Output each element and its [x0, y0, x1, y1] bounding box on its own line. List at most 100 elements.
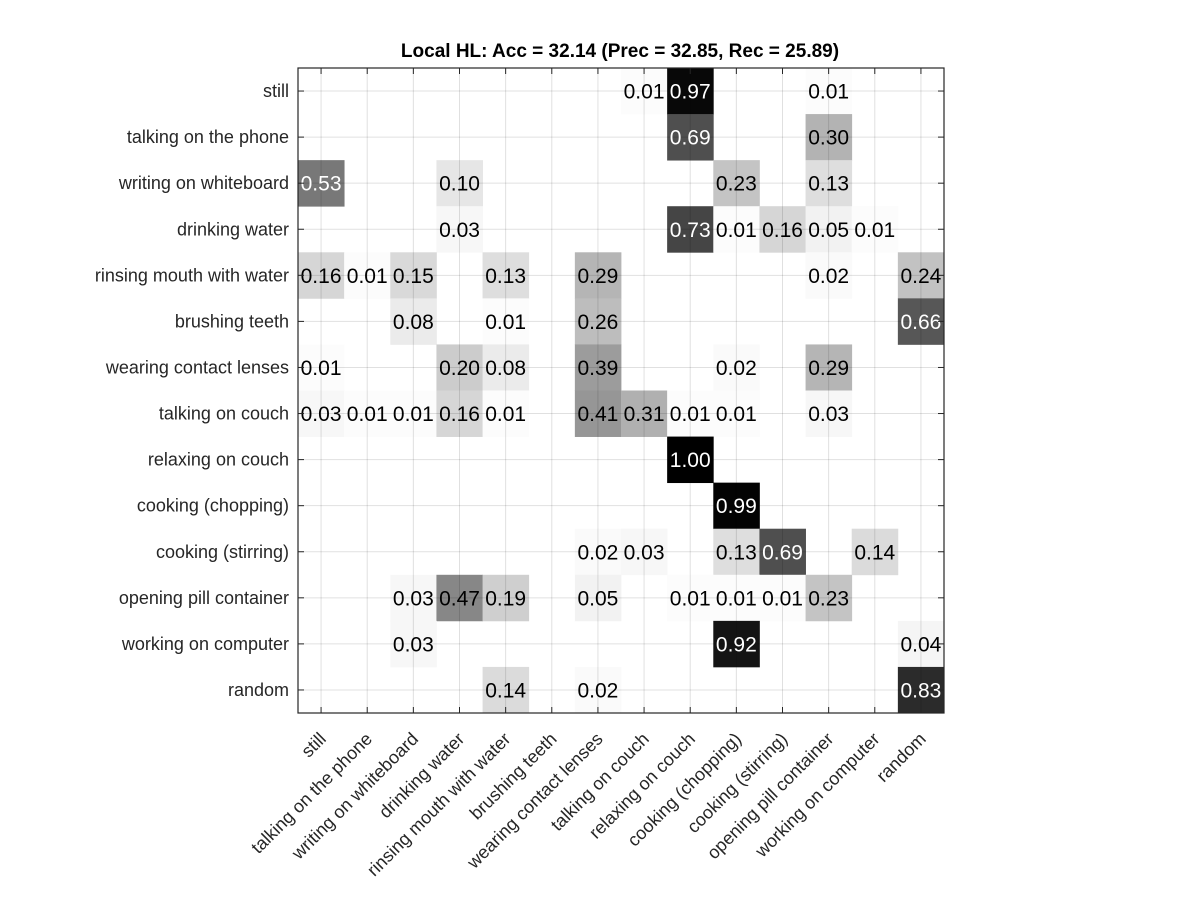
heatmap-cell: [713, 344, 760, 391]
cell-value-label: 0.29: [577, 265, 618, 288]
cell-value-label: 0.08: [485, 357, 526, 380]
heatmap-cell: [897, 666, 945, 714]
y-tick-label-brushing-teeth: brushing teeth: [175, 311, 289, 331]
heatmap-cell: [667, 436, 714, 484]
cell-value-label: 0.39: [577, 357, 618, 380]
cell-value-label: 0.13: [716, 541, 757, 564]
heatmap-cell: [805, 344, 853, 391]
heatmap-cell: [482, 298, 530, 345]
plot-frame: [297, 67, 945, 714]
cell-value-label: 0.99: [716, 495, 757, 518]
cell-value-label: 0.19: [485, 587, 526, 610]
heatmap-cell: [436, 344, 483, 391]
cell-value-label: 0.13: [485, 265, 526, 288]
heatmap-cell: [713, 390, 760, 437]
cell-value-label: 0.01: [716, 403, 757, 426]
cell-value-label: 0.01: [347, 265, 388, 288]
cell-value-label: 0.01: [670, 403, 711, 426]
cell-value-label: 0.26: [577, 311, 618, 334]
cell-value-label: 0.01: [808, 81, 849, 104]
heatmap-cell: [482, 574, 530, 622]
heatmap-cell: [759, 528, 806, 576]
cell-value-label: 1.00: [670, 449, 711, 472]
heatmap-cell: [713, 528, 760, 576]
heatmap-cell: [574, 344, 622, 391]
y-tick-label-still: still: [263, 81, 289, 101]
cell-value-label: 0.73: [670, 219, 711, 242]
y-tick-label-cooking-stirring: cooking (stirring): [156, 542, 289, 562]
cell-value-label: 0.01: [393, 403, 434, 426]
heatmap-cell: [344, 252, 391, 299]
cell-value-label: 0.01: [485, 403, 526, 426]
axis-ticks: [298, 68, 944, 713]
heatmap-cell: [298, 344, 345, 391]
y-tick-label-talking-on-the-phone: talking on the phone: [127, 127, 289, 147]
heatmap-cell: [574, 528, 622, 576]
heatmap-cell: [759, 206, 806, 253]
heatmap-cell: [805, 252, 853, 299]
y-tick-label-random: random: [228, 680, 289, 700]
cell-value-label: 0.03: [808, 403, 849, 426]
cell-value-label: 0.24: [900, 265, 941, 288]
heatmap-cell: [574, 390, 622, 437]
cell-value-labels: 0.01 0.97 0.010.69 0.300.53 0.10 0.23 0.130.03…: [301, 81, 942, 703]
heatmap-cell: [436, 390, 483, 437]
y-tick-label-talking-on-couch: talking on couch: [159, 404, 289, 424]
cell-value-label: 0.01: [347, 403, 388, 426]
y-tick-label-cooking-chopping: cooking (chopping): [137, 496, 289, 516]
heatmap-cell: [713, 574, 760, 622]
cell-value-label: 0.23: [808, 587, 849, 610]
heatmap-cell: [667, 574, 714, 622]
heatmap-cell: [805, 206, 853, 253]
cell-value-label: 0.29: [808, 357, 849, 380]
cell-value-label: 0.08: [393, 311, 434, 334]
heatmap-cell: [851, 528, 899, 576]
heatmap-cell: [621, 68, 668, 115]
cell-value-label: 0.01: [716, 219, 757, 242]
heatmap-cell: [574, 574, 622, 622]
cell-value-label: 0.20: [439, 357, 480, 380]
heatmap-cell: [897, 252, 945, 299]
cell-value-label: 0.01: [485, 311, 526, 334]
heatmap-cell: [759, 574, 806, 622]
cell-value-label: 0.92: [716, 633, 757, 656]
heatmap-cell: [436, 160, 483, 207]
cell-value-label: 0.01: [301, 357, 342, 380]
cell-value-label: 0.16: [439, 403, 480, 426]
y-tick-label-writing-on-whiteboard: writing on whiteboard: [118, 173, 289, 193]
y-tick-label-drinking-water: drinking water: [177, 219, 289, 239]
cell-value-label: 0.01: [854, 219, 895, 242]
heatmap-cell: [897, 298, 945, 345]
heatmap-cell: [298, 160, 345, 207]
cell-value-label: 0.15: [393, 265, 434, 288]
heatmap-cell: [713, 206, 760, 253]
heatmap-cell: [713, 160, 760, 207]
heatmap-cell: [667, 114, 714, 161]
cell-value-label: 0.03: [624, 541, 665, 564]
heatmap-cell: [713, 620, 760, 668]
heatmap-cell: [805, 160, 853, 207]
cell-value-label: 0.69: [762, 541, 803, 564]
y-tick-label-working-on-computer: working on computer: [121, 634, 289, 654]
heatmap-cell: [667, 390, 714, 437]
heatmap-cell: [713, 482, 760, 530]
heatmap-cell: [667, 206, 714, 253]
heatmap-cell: [897, 620, 945, 668]
heatmap-cell: [667, 68, 714, 115]
heatmap-cell: [574, 666, 622, 714]
heatmap-cells: [298, 68, 945, 714]
cell-value-label: 0.14: [485, 679, 526, 702]
heatmap-cell: [805, 574, 853, 622]
y-tick-label-wearing-contact-lenses: wearing contact lenses: [105, 357, 289, 377]
heatmap-cell: [390, 298, 437, 345]
cell-value-label: 0.03: [301, 403, 342, 426]
cell-value-label: 0.05: [577, 587, 618, 610]
cell-value-label: 0.66: [900, 311, 941, 334]
y-tick-labels: still talking on the phone writing on whit…: [95, 81, 289, 700]
heatmap-cell: [436, 206, 483, 253]
heatmap-cell: [344, 390, 391, 437]
heatmap-cell: [621, 390, 668, 437]
cell-value-label: 0.03: [393, 587, 434, 610]
cell-value-label: 0.30: [808, 127, 849, 150]
heatmap-cell: [482, 252, 530, 299]
